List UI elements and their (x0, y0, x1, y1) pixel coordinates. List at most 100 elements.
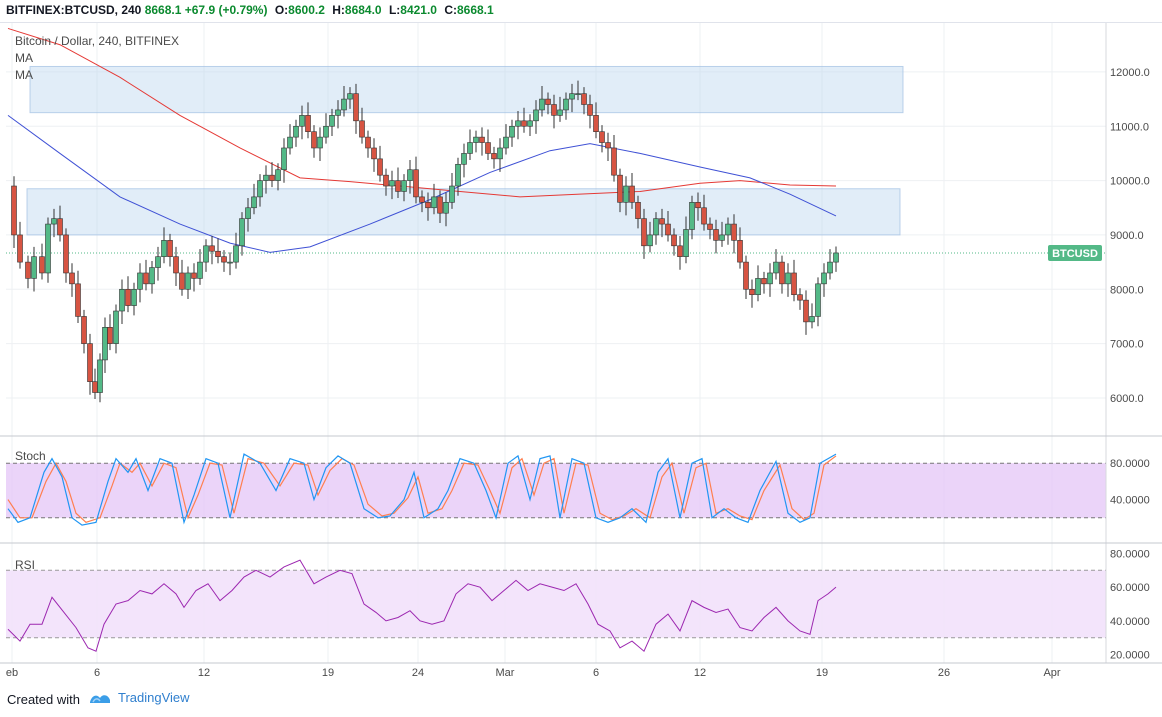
candle-body (31, 256, 37, 279)
candle-body (389, 180, 395, 187)
candle-body (599, 131, 605, 143)
candle-body (371, 147, 377, 160)
candle-body (437, 196, 443, 214)
candle-body (659, 218, 665, 225)
ma-red-line (7, 27, 837, 198)
last-price: 8668.1 (144, 3, 182, 17)
candle-body (785, 272, 791, 285)
price-change: +67.9 (+0.79%) (184, 3, 268, 17)
x-tick-label: 24 (412, 667, 424, 679)
candle-body (425, 202, 431, 209)
candle-body (269, 174, 275, 181)
stoch-tick-label: 80.0000 (1110, 458, 1150, 470)
x-tick-label: 6 (593, 667, 599, 679)
candle-body (641, 218, 647, 247)
low-label: L: (388, 3, 401, 17)
ma-legend-red[interactable]: MA (15, 51, 33, 65)
candle-body (443, 202, 449, 214)
candle-body (293, 125, 299, 138)
candle-body (455, 163, 461, 187)
rsi-tick-label: 60.0000 (1110, 582, 1150, 594)
candle-body (605, 142, 611, 149)
candle-body (51, 218, 57, 225)
footer: Created with TradingView (0, 684, 1162, 717)
candle-body (557, 109, 563, 116)
tradingview-brand-link[interactable]: TradingView (88, 690, 190, 705)
stoch-d-line (7, 455, 837, 524)
candle-body (539, 98, 545, 111)
candle-body (689, 202, 695, 230)
candle-body (203, 245, 209, 263)
created-with-label: Created with (7, 692, 80, 707)
candle-body (305, 115, 311, 132)
price-tick-label: 9000.0 (1110, 230, 1144, 242)
candle-body (743, 261, 749, 290)
candle-body (461, 153, 467, 165)
candle-body (809, 316, 815, 323)
candle-body (827, 261, 833, 274)
candle-body (107, 327, 113, 344)
candle-body (81, 316, 87, 344)
candle-body (317, 136, 323, 149)
tradingview-logo-icon (90, 694, 110, 703)
candle-body (383, 174, 389, 187)
candle-body (551, 104, 557, 116)
stoch-legend[interactable]: Stoch (15, 449, 46, 463)
candle-body (593, 115, 599, 132)
candle-body (761, 278, 767, 285)
price-zone (26, 188, 901, 236)
candle-body (653, 218, 659, 236)
chart-area[interactable]: eb 6 12 19 24 Mar 6 12 19 26 Apr 6000.0 7000.0 8000.0… (0, 23, 1162, 684)
candle-body (257, 180, 263, 198)
candle-body (245, 207, 251, 219)
candle-body (347, 93, 353, 100)
candle-body (773, 261, 779, 274)
x-tick-label: Apr (1043, 667, 1060, 679)
candle-body (533, 109, 539, 122)
candle-body (527, 120, 533, 127)
candle-body (725, 223, 731, 236)
candle-body (45, 223, 51, 274)
candle-body (281, 147, 287, 171)
candle-body (155, 256, 161, 268)
candle-body (401, 180, 407, 192)
candle-body (395, 180, 401, 192)
candle-body (779, 261, 785, 285)
candle-body (359, 120, 365, 138)
candle-body (149, 267, 155, 285)
candle-body (311, 131, 317, 149)
axes: eb 6 12 19 24 Mar 6 12 19 26 Apr 6000.0 7000.0 8000.0… (0, 23, 1162, 679)
candle-body (503, 136, 509, 149)
candle-body (131, 288, 137, 306)
candle-body (209, 245, 215, 252)
candle-body (11, 185, 17, 236)
symbol-header: BITFINEX:BTCUSD, 240 8668.1 +67.9 (+0.79… (0, 0, 1162, 23)
rsi-tick-label: 40.0000 (1110, 616, 1150, 628)
candle-body (299, 115, 305, 127)
ma-legend-blue[interactable]: MA (15, 68, 33, 82)
candle-body (767, 272, 773, 285)
candle-body (665, 223, 671, 236)
candle-body (449, 185, 455, 203)
candle-body (17, 234, 23, 263)
candle-body (587, 104, 593, 116)
candle-body (179, 272, 185, 290)
candle-body (69, 272, 75, 285)
candle-body (719, 234, 725, 241)
symbol-name[interactable]: BITFINEX:BTCUSD, 240 (6, 3, 142, 17)
candle-body (737, 240, 743, 263)
candle-body (629, 185, 635, 203)
x-tick-label: 12 (694, 667, 706, 679)
candle-body (791, 272, 797, 296)
candle-body (341, 98, 347, 111)
candle-body (695, 202, 701, 209)
candle-body (25, 261, 31, 279)
rsi-tick-label: 20.0000 (1110, 650, 1150, 662)
indicator-lines (7, 453, 837, 653)
price-tick-label: 6000.0 (1110, 393, 1144, 405)
x-tick-label: 19 (816, 667, 828, 679)
rsi-legend[interactable]: RSI (15, 558, 35, 572)
candle-body (575, 93, 581, 95)
candle-body (239, 218, 245, 247)
candle-body (497, 147, 503, 160)
